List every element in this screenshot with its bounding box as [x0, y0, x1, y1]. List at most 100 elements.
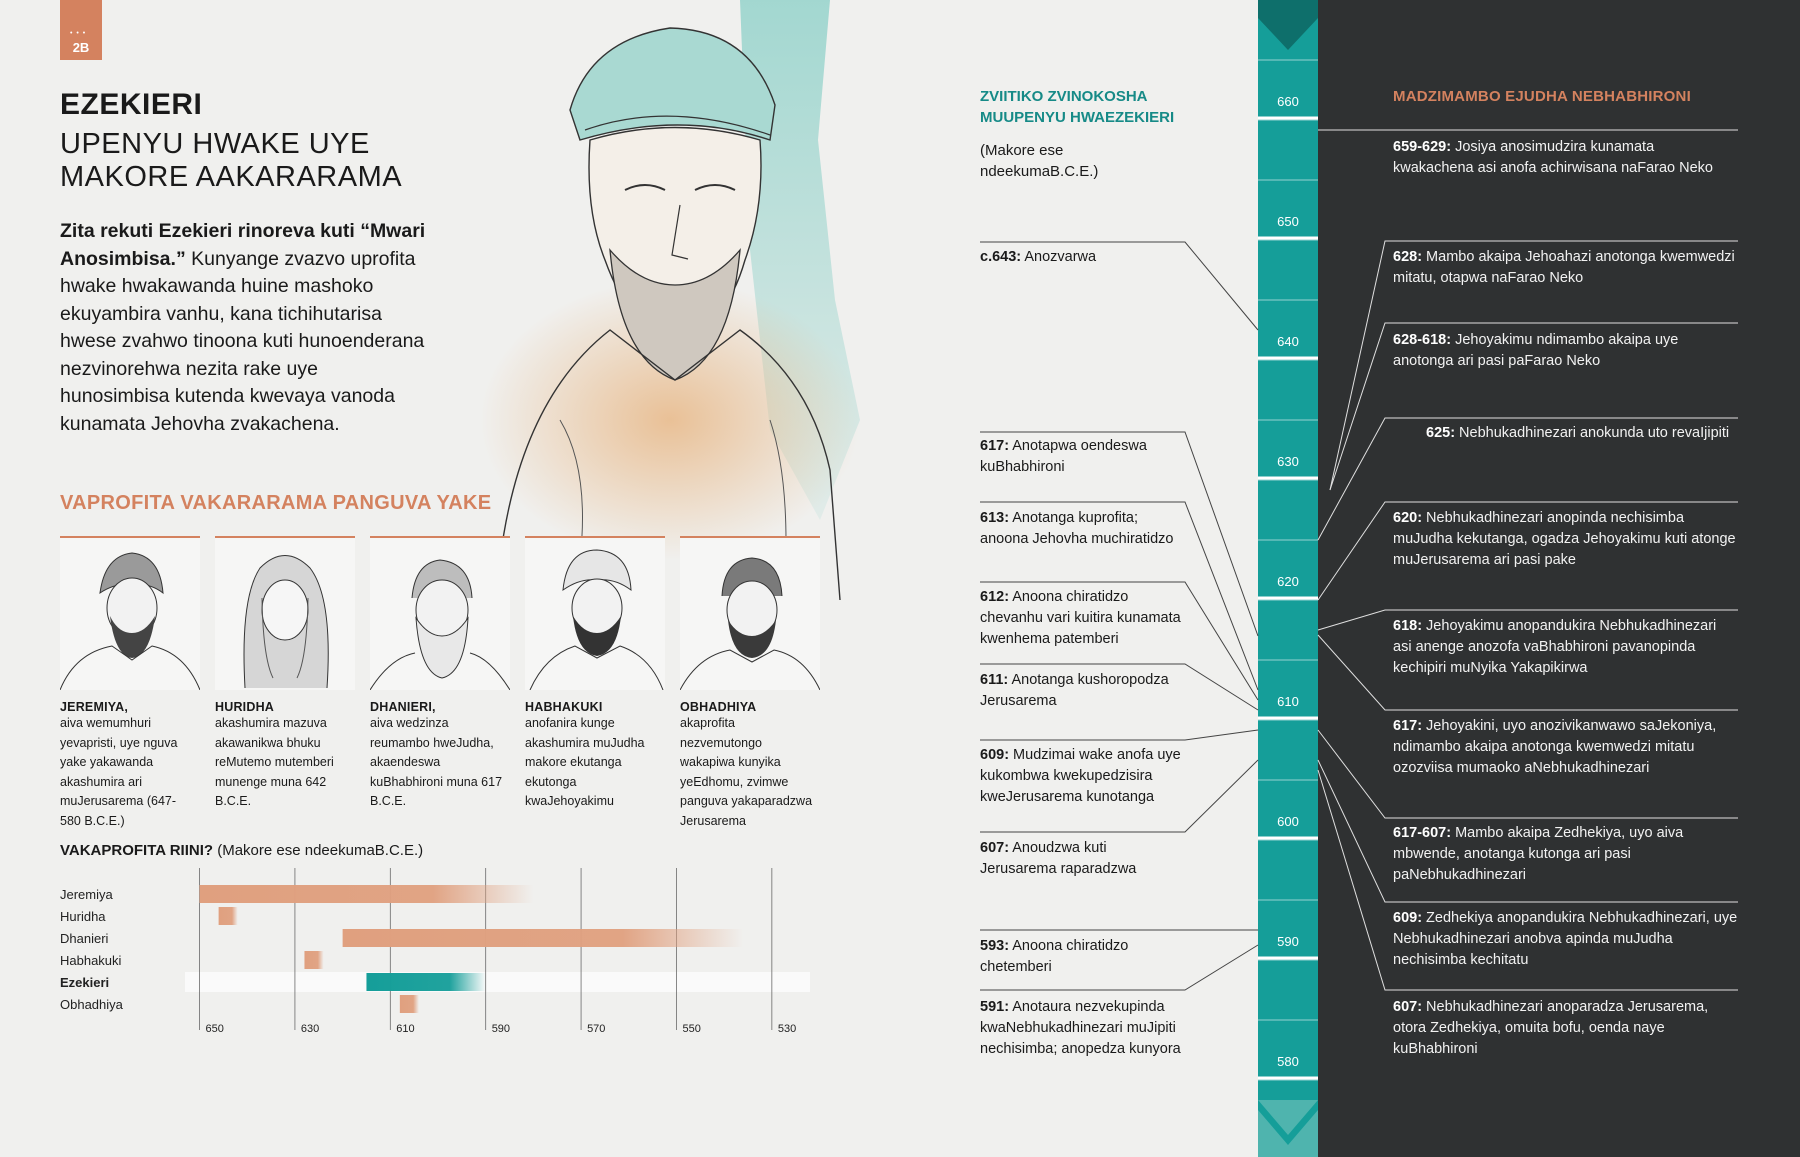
prophet-desc-huridha: akashumira mazuva akawanikwa bhuku reMut…	[215, 716, 334, 808]
timeline-year-label: 650	[1277, 214, 1299, 229]
prophet-card-jeremiya: JEREMIYA, aiva wemumhuri yevapristi, uye…	[60, 536, 200, 831]
badge-number: 2B	[72, 40, 90, 55]
timeline-bottom-shade	[1258, 1100, 1318, 1157]
event-text: Anotaura nezvekupinda kwaNebhukadhinezar…	[980, 999, 1181, 1057]
prophet-name-obhadhiya: OBHADHIYA	[680, 700, 757, 714]
event-year: 607:	[980, 840, 1010, 856]
event-year: 611:	[980, 672, 1009, 688]
event-year: 612:	[980, 589, 1010, 605]
king-event: 620: Nebhukadhinezari anopinda nechisimb…	[1393, 508, 1738, 571]
event-year: c.643:	[980, 249, 1022, 265]
page-title: EZEKIERI	[60, 88, 203, 121]
prophet-card-habhakuki: HABHAKUKI anofanira kunge akashumira muJ…	[525, 536, 665, 812]
intro-text: Kunyange zvazvo uprofita hwake hwakawand…	[60, 247, 425, 435]
intro-bold: Zita rekuti Ezekieri rinoreva kuti “Mwar…	[60, 220, 426, 270]
ezekiel-event: 609: Mudzimai wake anofa uye kukombwa kw…	[980, 745, 1185, 808]
timeline-year-label: 590	[1277, 934, 1299, 949]
timeline-top-chevron	[1258, 0, 1318, 50]
timeline-year-label: 600	[1277, 814, 1299, 829]
chart-title-text: (Makore ese ndeekumaB.C.E.)	[213, 842, 424, 859]
event-year: 613:	[980, 510, 1010, 526]
chart-category-label: Huridha	[60, 909, 106, 924]
king-event-text: Nebhukadhinezari anoparadza Jerusarema, …	[1393, 999, 1709, 1057]
prophet-desc-obhadhiya: akaprofita nezvemutongo wakapiwa kunyika…	[680, 716, 813, 828]
king-event: 628-618: Jehoyakimu ndimambo akaipa uye …	[1393, 330, 1738, 372]
event-year: 609:	[980, 747, 1010, 763]
chart-bar-dhanieri	[342, 929, 744, 947]
king-event-year: 628:	[1393, 249, 1423, 265]
ezekiel-event: 613: Anotanga kuprofita; anoona Jehovha …	[980, 508, 1185, 550]
ezekiel-event: 607: Anoudzwa kuti Jerusarema raparadzwa	[980, 838, 1185, 880]
chart-category-label: Habhakuki	[60, 953, 122, 968]
king-event: 607: Nebhukadhinezari anoparadza Jerusar…	[1393, 997, 1738, 1060]
timeline-year-label: 610	[1277, 694, 1299, 709]
king-event-year: 607:	[1393, 999, 1423, 1015]
king-event: 617: Jehoyakini, uyo anozivikanwawo saJe…	[1393, 716, 1738, 779]
year-timeline-bar: 660 650 640 630 620 610 600 590 580	[1258, 0, 1318, 1157]
king-event-year: 617-607:	[1393, 825, 1452, 841]
chart-tick-label: 630	[301, 1023, 319, 1035]
chart-tick-label: 570	[587, 1023, 605, 1035]
ezekiel-event: c.643: Anozvarwa	[980, 247, 1185, 268]
prophet-name-habhakuki: HABHAKUKI	[525, 700, 603, 714]
event-text: Mudzimai wake anofa uye kukombwa kwekupe…	[980, 747, 1181, 805]
king-event: 625: Nebhukadhinezari anokunda uto revaI…	[1426, 423, 1771, 444]
event-text: Anotanga kushoropodza Jerusarema	[980, 672, 1169, 709]
chart-title-bold: VAKAPROFITA RIINI?	[60, 842, 214, 859]
event-text: Anozvarwa	[1021, 249, 1097, 265]
chart-tick-label: 550	[682, 1023, 700, 1035]
ezekiel-event: 591: Anotaura nezvekupinda kwaNebhukadhi…	[980, 997, 1185, 1060]
prophet-portrait-habhakuki	[525, 536, 665, 690]
king-event-text: Nebhukadhinezari anopinda nechisimba muJ…	[1393, 510, 1736, 568]
ezekiel-events-heading: ZVIITIKO ZVINOKOSHA MUUPENYU HWAEZEKIERI	[980, 88, 1175, 126]
chart-tick-label: 530	[778, 1023, 796, 1035]
king-event-year: 659-629:	[1393, 139, 1452, 155]
king-event-text: Jehoyakimu anopandukira Nebhukadhinezari…	[1393, 618, 1717, 676]
prophet-desc-habhakuki: anofanira kunge akashumira muJudha makor…	[525, 716, 645, 808]
chart-category-label: Dhanieri	[60, 931, 109, 946]
timeline-year-label: 640	[1277, 334, 1299, 349]
king-event-year: 620:	[1393, 510, 1423, 526]
event-year: 593:	[980, 938, 1010, 954]
event-text: Anotanga kuprofita; anoona Jehovha muchi…	[980, 510, 1174, 547]
king-event: 609: Zedhekiya anopandukira Nebhukadhine…	[1393, 908, 1738, 971]
ezekiel-events-note: (Makore ese ndeekumaB.C.E.)	[980, 142, 1099, 180]
prophet-portrait-huridha	[215, 536, 355, 690]
king-event: 617-607: Mambo akaipa Zedhekiya, uyo aiv…	[1393, 823, 1738, 886]
timeline-year-label: 630	[1277, 454, 1299, 469]
badge-dots: • • •	[70, 30, 87, 37]
chart-bar-huridha	[218, 907, 238, 925]
king-event-year: 625:	[1426, 425, 1456, 441]
prophet-card-obhadhiya: OBHADHIYA akaprofita nezvemutongo wakapi…	[680, 536, 820, 831]
prophet-portrait-dhanieri	[370, 536, 510, 690]
king-event: 618: Jehoyakimu anopandukira Nebhukadhin…	[1393, 616, 1738, 679]
prophet-card-huridha: HURIDHA akashumira mazuva akawanikwa bhu…	[215, 536, 355, 812]
ezekiel-event: 611: Anotanga kushoropodza Jerusarema	[980, 670, 1185, 712]
prophet-name-huridha: HURIDHA	[215, 700, 275, 714]
chart-bar-habhakuki	[304, 951, 324, 969]
chart-highlight-row	[185, 972, 810, 992]
timeline-bottom-chevron	[1258, 1100, 1318, 1145]
king-event: 628: Mambo akaipa Jehoahazi anotonga kwe…	[1393, 247, 1738, 289]
ezekiel-event-connector	[980, 729, 1259, 741]
prophet-portrait-obhadhiya	[680, 536, 820, 690]
event-year: 617:	[980, 438, 1010, 454]
king-event-text: Josiya anosimudzira kunamata kwakachena …	[1393, 139, 1713, 176]
chart-category-label: Jeremiya	[60, 887, 114, 902]
king-event-text: Zedhekiya anopandukira Nebhukadhinezari,…	[1393, 910, 1738, 968]
king-event-year: 617:	[1393, 718, 1423, 734]
event-text: Anoona chiratidzo chevanhu vari kuitira …	[980, 589, 1181, 647]
king-event-text: Mambo akaipa Jehoahazi anotonga kwemwedz…	[1393, 249, 1735, 286]
chart-tick-label: 610	[396, 1023, 414, 1035]
prophet-desc-jeremiya: aiva wemumhuri yevapristi, uye nguva yak…	[60, 716, 178, 828]
king-event-year: 618:	[1393, 618, 1423, 634]
prophet-portrait-jeremiya	[60, 536, 200, 690]
king-event-text: Jehoyakini, uyo anozivikanwawo saJekoniy…	[1393, 718, 1717, 776]
event-year: 591:	[980, 999, 1010, 1015]
intro-paragraph: Zita rekuti Ezekieri rinoreva kuti “Mwar…	[60, 218, 432, 438]
chart-tick-label: 650	[206, 1023, 224, 1035]
timeline-year-label: 620	[1277, 574, 1299, 589]
chart-bar-jeremiya	[199, 885, 534, 903]
timeline-year-label: 580	[1277, 1054, 1299, 1069]
timeline-year-label: 660	[1277, 94, 1299, 109]
